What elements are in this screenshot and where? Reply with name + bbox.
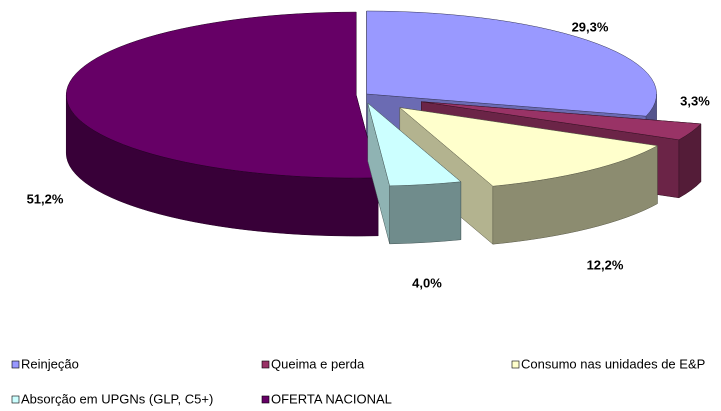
legend-label: Queima e perda <box>271 356 365 371</box>
legend-marker <box>261 395 270 404</box>
slice-top <box>367 102 462 187</box>
slice-top <box>366 10 657 117</box>
legend-marker <box>261 360 270 369</box>
legend-label: Absorção em UPGNs (GLP, C5+) <box>21 391 213 406</box>
legend-label: Reinjeção <box>21 356 79 371</box>
slice-top <box>421 101 702 141</box>
slice-top <box>398 107 659 187</box>
value-label: 4,0% <box>412 275 442 290</box>
pie-slice <box>367 102 462 245</box>
legend-marker <box>511 360 520 369</box>
legend-marker <box>11 360 20 369</box>
value-label: 12,2% <box>587 257 624 272</box>
value-label: 3,3% <box>680 93 710 108</box>
slice-wall <box>389 181 462 245</box>
value-label: 51,2% <box>27 191 64 206</box>
slice-top <box>65 11 379 179</box>
pie-slice <box>65 11 379 237</box>
legend-label: Consumo nas unidades de E&P <box>521 356 705 371</box>
legend-label: OFERTA NACIONAL <box>271 391 392 406</box>
legend-marker <box>11 395 20 404</box>
value-label: 29,3% <box>572 19 609 34</box>
